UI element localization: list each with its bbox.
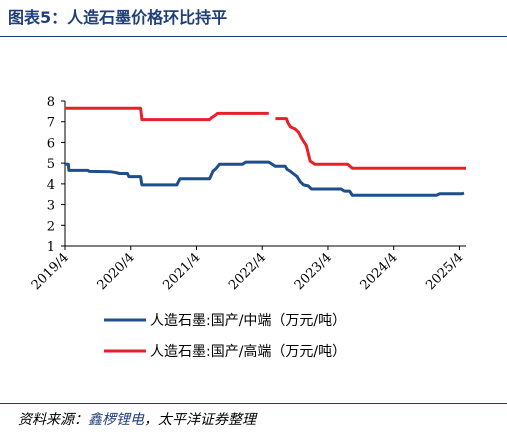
legend-label-1: 人造石墨:国产/中端（万元/吨） (150, 313, 346, 329)
x-tick-label: 2019/4 (29, 250, 72, 293)
y-tick-label: 5 (47, 157, 55, 172)
chart-lines (65, 106, 466, 197)
y-tick-label: 2 (47, 219, 55, 234)
source-suffix: ，太平洋证券整理 (144, 412, 256, 428)
x-tick-label: 2021/4 (160, 250, 203, 293)
series-line-2 (65, 106, 466, 170)
x-tick-label: 2025/4 (423, 250, 466, 293)
y-tick-label: 7 (47, 116, 55, 131)
chart-legend: 人造石墨:国产/中端（万元/吨） 人造石墨:国产/高端（万元/吨） (104, 313, 346, 360)
source-prefix: 资料来源： (18, 412, 88, 428)
top-rule (0, 36, 507, 37)
source-note: 资料来源：鑫椤锂电，太平洋证券整理 (18, 409, 256, 429)
y-tick-label: 4 (47, 178, 55, 193)
legend-label-2: 人造石墨:国产/高端（万元/吨） (150, 343, 346, 360)
y-tick-label: 3 (47, 199, 55, 214)
x-tick-label: 2022/4 (226, 250, 269, 293)
y-tick-label: 8 (47, 95, 55, 110)
bottom-rule (0, 403, 507, 404)
x-tick-label: 2020/4 (95, 250, 138, 293)
figure-title: 图表5：人造石墨价格环比持平 (8, 8, 228, 27)
x-tick-label: 2024/4 (358, 250, 401, 293)
source-brand: 鑫椤锂电 (88, 412, 144, 428)
y-tick-label: 1 (47, 240, 55, 255)
y-tick-label: 6 (47, 136, 55, 151)
series-line-1 (65, 160, 465, 197)
line-chart: 1 2 3 4 5 6 7 8 2019/4 2020/4 2021/4 2022/4 2023/4 20… (29, 95, 466, 360)
x-tick-label: 2023/4 (292, 250, 335, 293)
